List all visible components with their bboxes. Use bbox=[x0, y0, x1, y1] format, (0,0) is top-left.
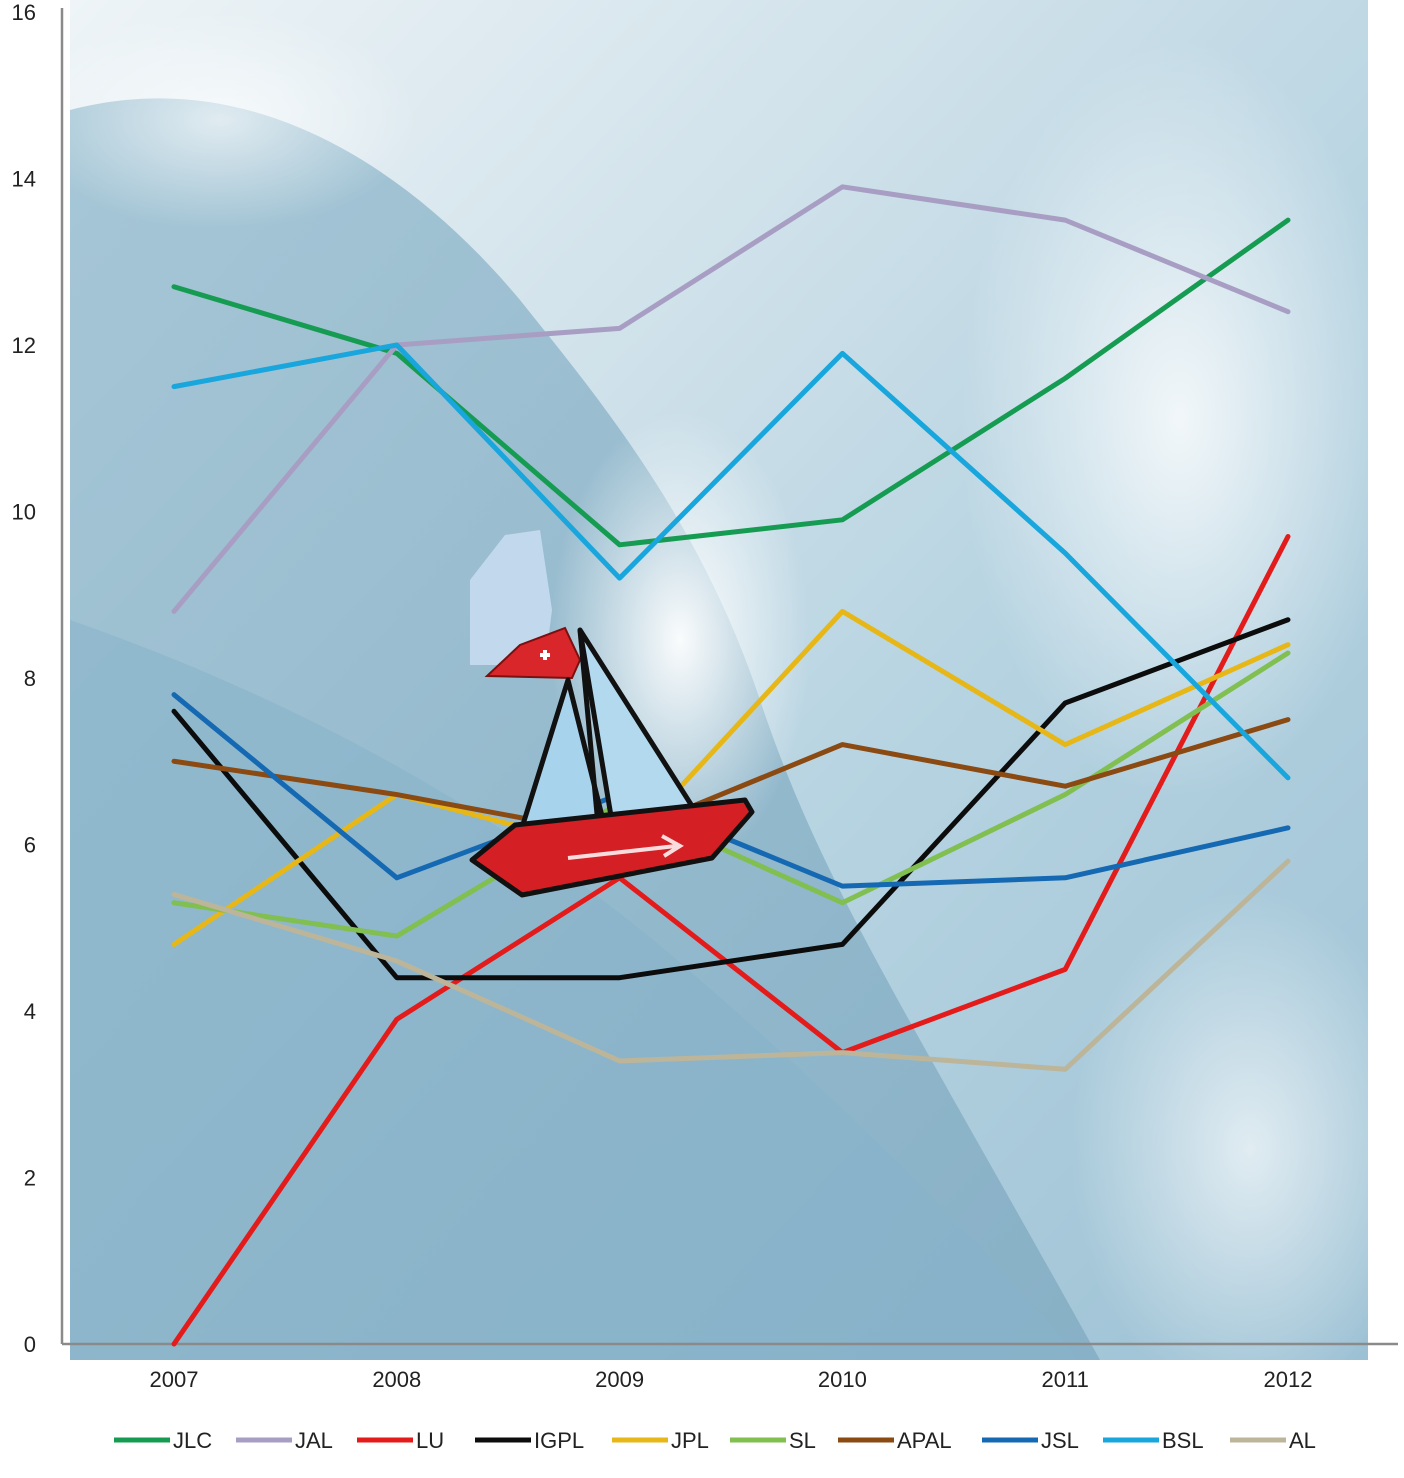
legend-label-al: AL bbox=[1289, 1428, 1316, 1453]
legend-label-lu: LU bbox=[416, 1428, 444, 1453]
series-line-apal bbox=[171, 717, 1291, 839]
legend-label-bsl: BSL bbox=[1162, 1428, 1204, 1453]
series-line-jsl bbox=[171, 692, 1291, 889]
series-line-al bbox=[171, 858, 1291, 1072]
y-tick-label: 6 bbox=[24, 833, 36, 858]
legend-label-jal: JAL bbox=[295, 1428, 333, 1453]
series-line-igpl bbox=[171, 617, 1291, 981]
y-tick-label: 4 bbox=[24, 999, 36, 1024]
series-line-bsl bbox=[171, 342, 1291, 781]
series-line-jlc bbox=[171, 217, 1291, 548]
legend-label-jpl: JPL bbox=[671, 1428, 709, 1453]
y-tick-label: 8 bbox=[24, 666, 36, 691]
y-tick-label: 10 bbox=[12, 500, 36, 525]
x-tick-label: 2010 bbox=[818, 1367, 867, 1392]
y-tick-label: 14 bbox=[12, 167, 36, 192]
legend-label-apal: APAL bbox=[897, 1428, 952, 1453]
y-tick-label: 2 bbox=[24, 1166, 36, 1191]
y-tick-label: 16 bbox=[12, 0, 36, 25]
series-line-sl bbox=[171, 650, 1291, 939]
y-tick-label: 12 bbox=[12, 333, 36, 358]
legend-label-jlc: JLC bbox=[173, 1428, 212, 1453]
legend-label-jsl: JSL bbox=[1041, 1428, 1079, 1453]
legend-label-igpl: IGPL bbox=[534, 1428, 584, 1453]
series-line-jal bbox=[171, 184, 1291, 614]
wave-background bbox=[20, 0, 1404, 1410]
series-line-jpl bbox=[171, 608, 1291, 947]
x-tick-label: 2009 bbox=[595, 1367, 644, 1392]
x-tick-label: 2011 bbox=[1042, 1367, 1089, 1392]
legend: JLC JAL LU IGPL JPL SL APAL JSL BSL AL bbox=[114, 1428, 1316, 1453]
sailboat-illustration bbox=[469, 530, 755, 898]
x-tick-label: 2008 bbox=[372, 1367, 421, 1392]
x-tick-label: 2007 bbox=[150, 1367, 199, 1392]
legend-label-sl: SL bbox=[789, 1428, 816, 1453]
x-tick-label: 2012 bbox=[1264, 1367, 1313, 1392]
series-line-lu bbox=[171, 533, 1291, 1347]
y-tick-label: 0 bbox=[24, 1332, 36, 1357]
